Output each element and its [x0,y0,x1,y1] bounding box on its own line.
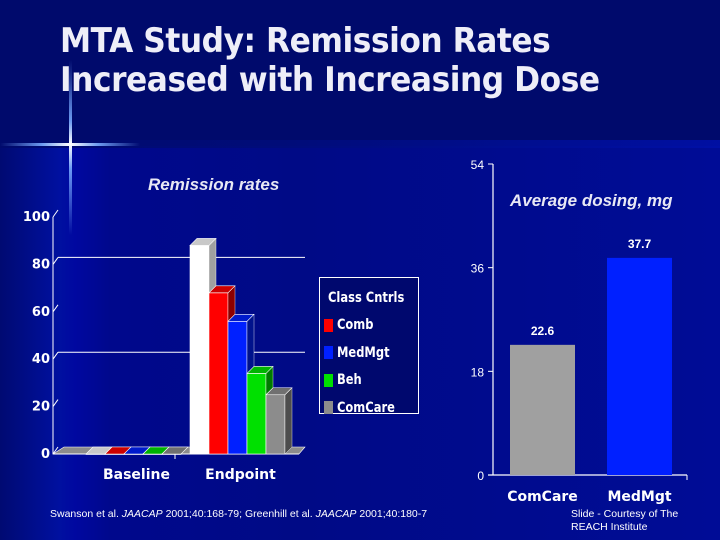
background-band [0,140,720,148]
legend-label: MedMgt [337,344,390,361]
bar-front-comb-endpoint [208,292,229,455]
legend-swatch [324,318,333,332]
citation-part: 2001;40:180-7 [356,508,428,520]
dosing-y-tick-label: 36 [471,262,485,276]
bar-top-comb-endpoint [208,285,236,294]
legend-item: Comb [324,312,418,340]
legend-item: MedMgt [324,339,418,367]
remission-chart-legend: Class Cntrls Comb MedMgt Beh ComCare [319,277,419,416]
legend-label: Class Cntrls [328,289,405,306]
dosing-y-tick-label: 18 [471,365,485,379]
x-category-label: Baseline [103,467,170,483]
y-tick-label: 0 [41,447,50,462]
y-tick-label: 100 [23,210,50,225]
y-tick-mark [52,304,59,313]
slide-title-line1: MTA Study: Remission Rates [60,21,551,61]
credit-line: REACH Institute [571,521,648,533]
bar-front-comcare-endpoint [265,394,286,455]
legend-label: Beh [337,372,362,389]
legend-swatch [324,346,333,360]
bar-top-comcare-baseline [161,446,189,455]
dosing-data-label: 22.6 [531,324,555,338]
dosing-x-category-label: MedMgt [607,489,671,505]
legend-item: Class Cntrls [324,284,418,312]
bar-front-beh-endpoint [246,373,267,455]
dosing-chart-title: Average dosing, mg [510,191,673,210]
y-tick-mark [52,399,59,407]
y-tick-label: 60 [32,305,50,320]
citation: Swanson et al. JAACAP 2001;40:168-79; Gr… [50,508,427,520]
bar-top-medmgt-endpoint [227,313,255,322]
legend-label: Comb [337,317,374,334]
y-tick-mark [52,351,59,360]
slide-title: MTA Study: Remission Rates Increased wit… [60,22,649,100]
dosing-y-tick-label: 54 [471,158,485,172]
y-tick-mark [52,446,59,455]
dosing-x-category-label: ComCare [507,489,578,505]
legend-item: ComCare [324,394,418,422]
bar-front-class-cntrls-endpoint [189,245,210,455]
citation-journal: JAACAP [315,508,357,520]
citation-journal: JAACAP [121,508,163,520]
bar-top-beh-endpoint [246,366,274,374]
bar-top-comcare-endpoint [265,387,293,396]
slide-credit: Slide - Courtesy of The REACH Institute [571,508,711,534]
bar-front-medmgt-endpoint [227,320,248,455]
y-tick-label: 40 [32,352,50,367]
y-tick-label: 20 [32,400,50,415]
dosing-bar-medmgt [607,257,672,475]
sparkle-decoration-vertical [69,60,72,235]
legend-swatch [324,373,333,387]
dosing-data-label: 37.7 [628,237,652,251]
y-tick-mark [52,257,59,265]
remission-chart-title: Remission rates [148,175,280,194]
dosing-bar-comcare [510,344,575,475]
y-tick-mark [52,209,59,218]
citation-part: Swanson et al. [50,508,122,520]
legend-swatch [324,401,333,415]
x-category-label: Endpoint [205,467,276,483]
slide-title-line2: Increased with Increasing Dose [60,60,600,100]
credit-line: Slide - Courtesy of The [571,508,679,520]
legend-item: Beh [324,367,418,395]
citation-part: 2001;40:168-79; Greenhill et al. [162,508,316,520]
legend-label: ComCare [337,399,395,416]
bar-top-class-cntrls-endpoint [189,238,217,246]
bar-side-comcare-endpoint [284,387,293,455]
dosing-y-tick-label: 0 [477,469,484,483]
y-tick-label: 80 [32,257,50,272]
